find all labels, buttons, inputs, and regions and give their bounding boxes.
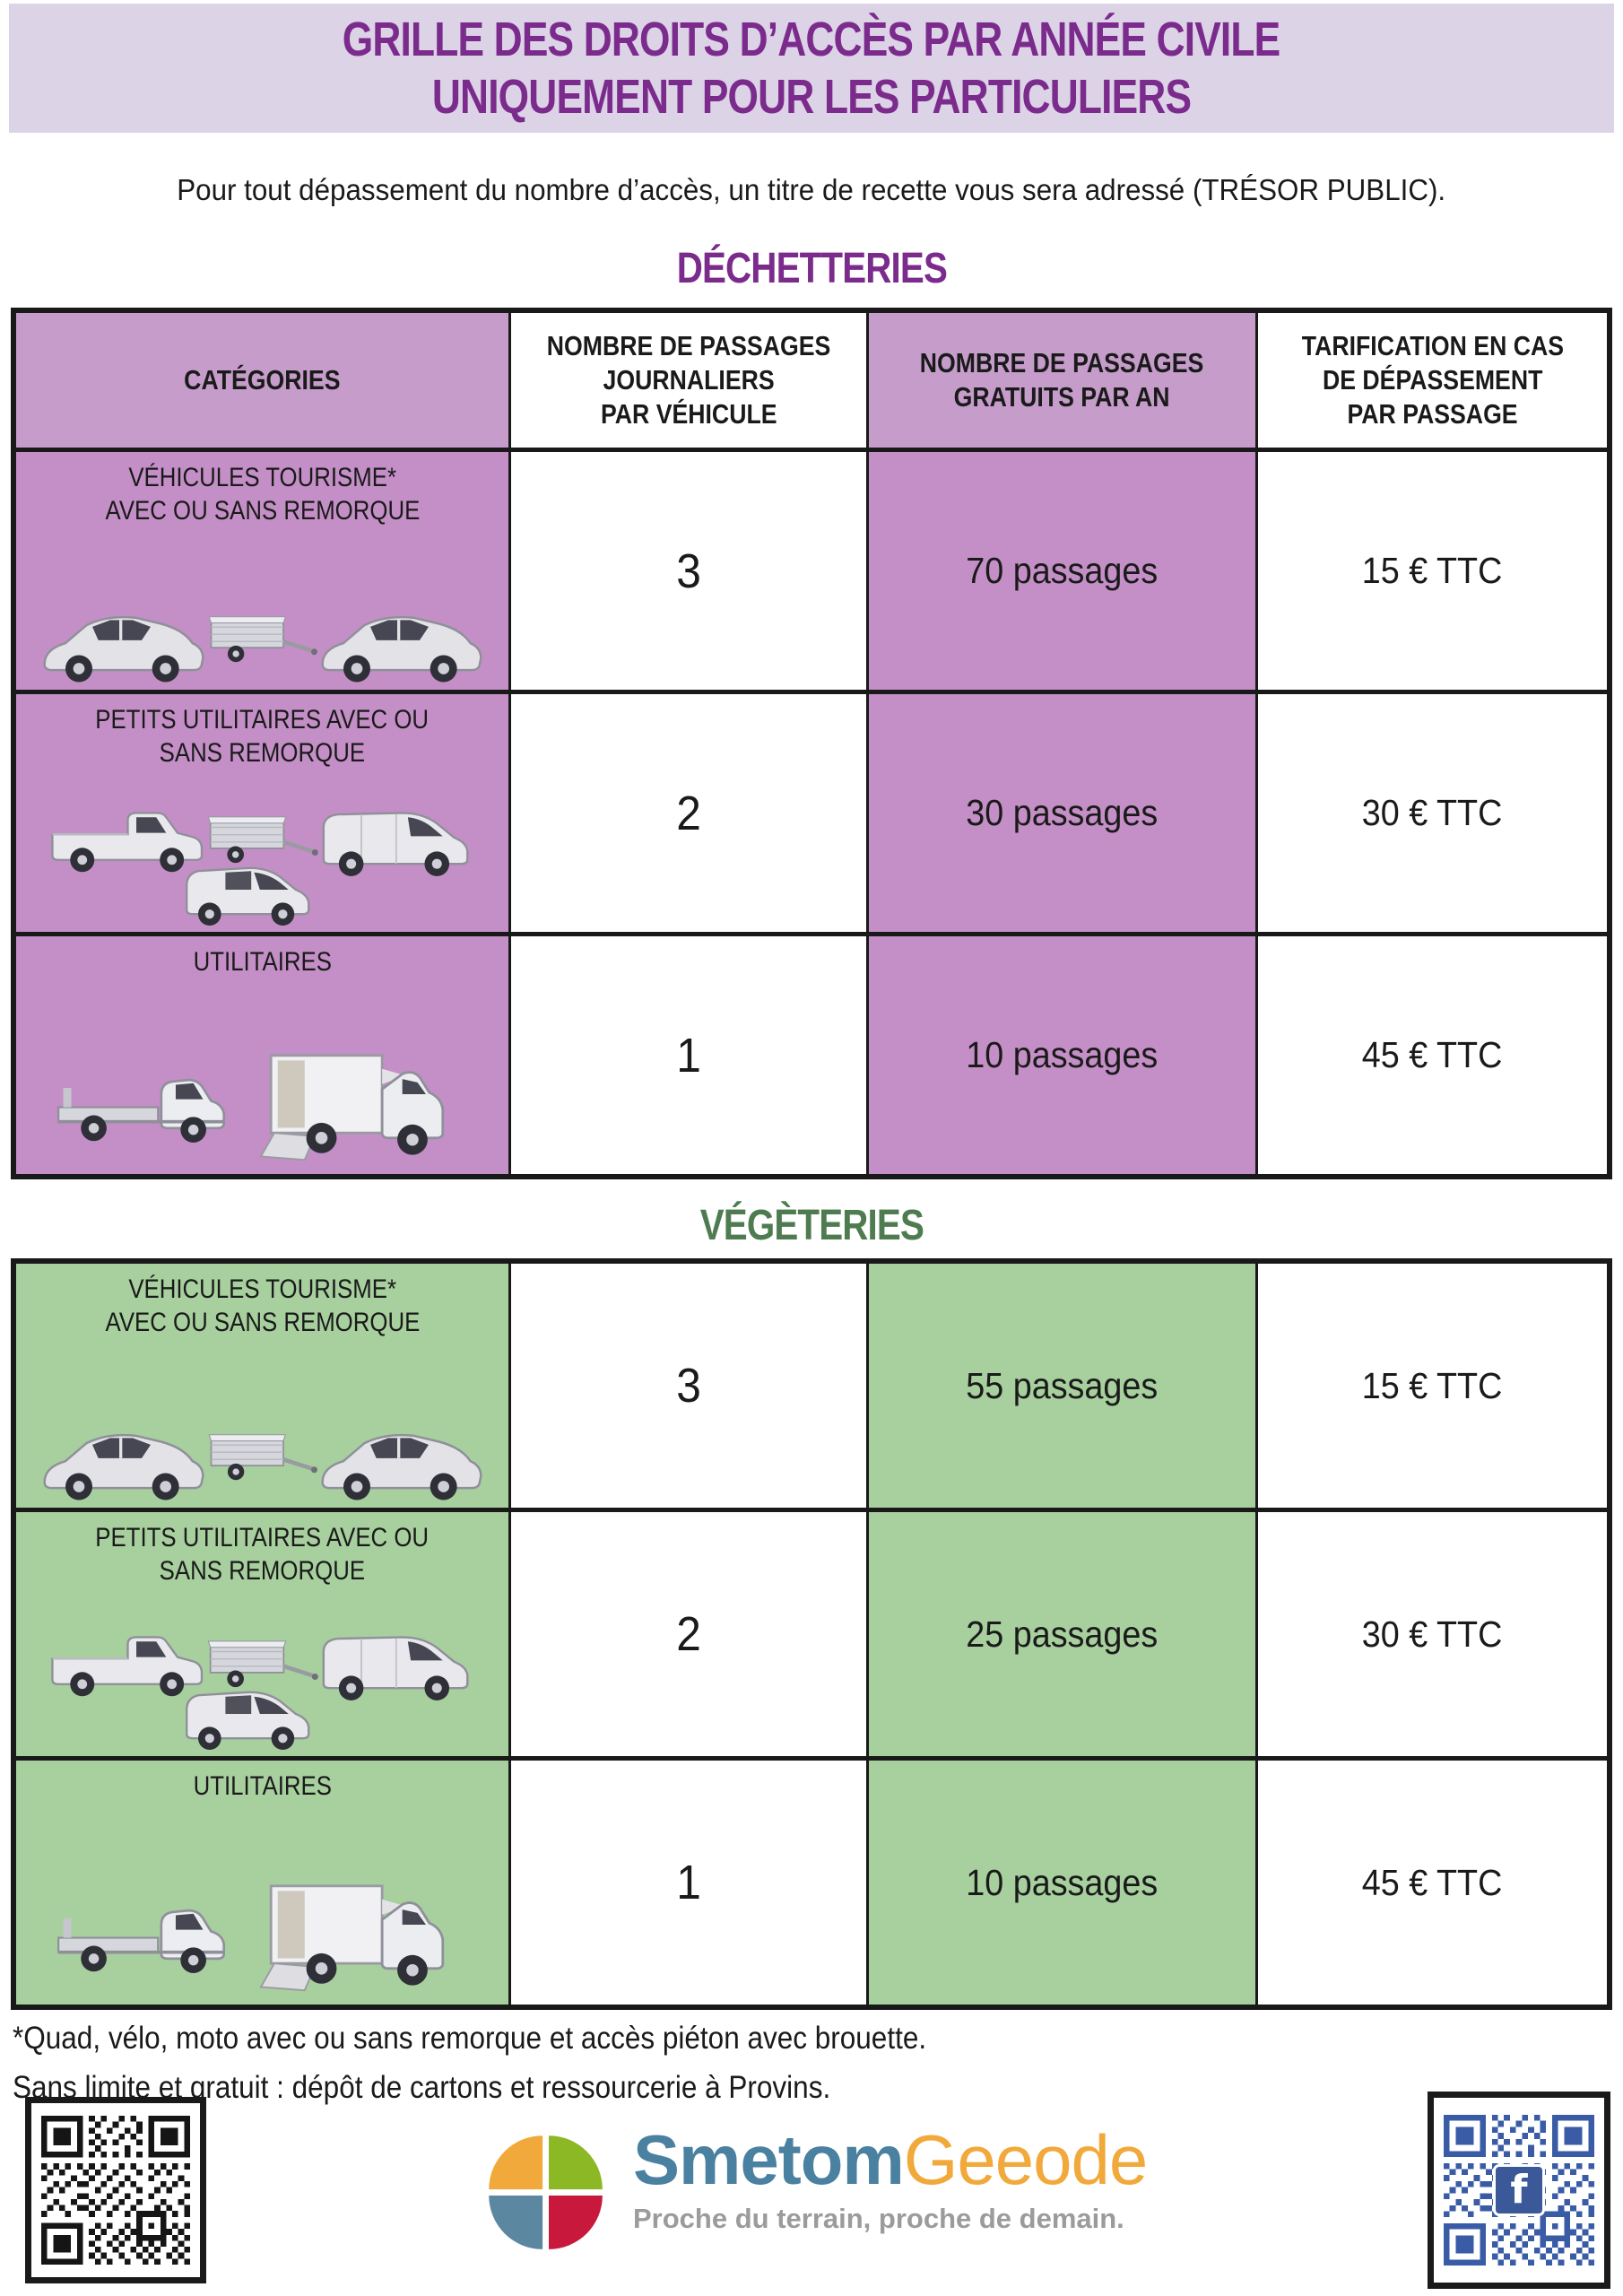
car-icon xyxy=(34,603,213,690)
price-value: 15 € TTC xyxy=(1255,448,1611,694)
free-passages-value: 10 passages xyxy=(865,1756,1259,2010)
qr-code-left xyxy=(25,2097,206,2283)
daily-passages-value: 3 xyxy=(508,448,869,694)
table-row: PETITS UTILITAIRES AVEC OU SANS REMORQUE xyxy=(12,1508,1611,1761)
header-free-passages: NOMBRE DE PASSAGES GRATUITS PAR AN xyxy=(865,308,1259,452)
header-tarification: TARIFICATION EN CAS DE DÉPASSEMENT PAR P… xyxy=(1255,308,1611,452)
title-banner: GRILLE DES DROITS D’ACCÈS PAR ANNÉE CIVI… xyxy=(9,4,1614,133)
car-icon xyxy=(312,603,491,690)
brand-primary: Smetom xyxy=(633,2120,905,2199)
small-van-icon xyxy=(179,849,323,930)
van-icon xyxy=(315,796,481,880)
car-icon xyxy=(312,1421,491,1508)
table-row: VÉHICULES TOURISME* AVEC OU SANS REMORQU… xyxy=(12,1258,1611,1512)
category-cell-tourisme: VÉHICULES TOURISME* AVEC OU SANS REMORQU… xyxy=(12,448,512,694)
category-cell-petits-utilitaires: PETITS UTILITAIRES AVEC OU SANS REMORQUE xyxy=(12,1508,512,1761)
brand-name: SmetomGeeode xyxy=(633,2120,1149,2199)
footnotes: *Quad, vélo, moto avec ou sans remorque … xyxy=(13,2013,1623,2112)
daily-passages-value: 3 xyxy=(508,1258,869,1512)
qr-code-right: f xyxy=(1428,2092,1610,2289)
van-icon xyxy=(315,1620,481,1704)
box-truck-icon xyxy=(254,1039,473,1163)
free-passages-value: 55 passages xyxy=(865,1258,1259,1512)
table-row: UTILITAIRES 1 10 passages 45 € TTC xyxy=(12,932,1611,1179)
free-passages-value: 25 passages xyxy=(865,1508,1259,1761)
table-row: VÉHICULES TOURISME* AVEC OU SANS REMORQU… xyxy=(12,448,1611,694)
footnote-line-1: *Quad, vélo, moto avec ou sans remorque … xyxy=(13,2021,927,2056)
trailer-icon xyxy=(201,606,325,666)
small-van-icon xyxy=(179,1674,323,1754)
footer: SmetomGeeode Proche du terrain, proche d… xyxy=(0,2086,1623,2296)
smetom-geeode-logo: SmetomGeeode Proche du terrain, proche d… xyxy=(481,2120,1149,2264)
dechetteries-title: DÉCHETTERIES xyxy=(676,245,947,292)
daily-passages-value: 2 xyxy=(508,690,869,936)
daily-passages-value: 2 xyxy=(508,1508,869,1761)
table-header-row: CATÉGORIES NOMBRE DE PASSAGES JOURNALIER… xyxy=(12,308,1611,452)
facebook-icon: f xyxy=(1493,2164,1545,2216)
pinwheel-logo-icon xyxy=(489,2135,603,2249)
vegeteries-title: VÉGÈTERIES xyxy=(699,1202,924,1249)
flatbed-truck-icon xyxy=(52,1057,245,1151)
price-value: 45 € TTC xyxy=(1255,1756,1611,2010)
trailer-icon xyxy=(201,1424,325,1484)
price-value: 15 € TTC xyxy=(1255,1258,1611,1512)
category-cell-utilitaires: UTILITAIRES xyxy=(12,932,512,1179)
flatbed-truck-icon xyxy=(52,1888,245,1981)
table-row: UTILITAIRES 1 10 passages 45 € TTC xyxy=(12,1756,1611,2010)
box-truck-icon xyxy=(254,1869,473,1994)
qr-pattern-icon xyxy=(41,2113,190,2267)
table-row: PETITS UTILITAIRES AVEC OU SANS REMORQUE xyxy=(12,690,1611,936)
free-passages-value: 10 passages xyxy=(865,932,1259,1179)
free-passages-value: 30 passages xyxy=(865,690,1259,936)
vegeteries-table: VÉHICULES TOURISME* AVEC OU SANS REMORQU… xyxy=(11,1258,1612,2010)
brand-secondary: Geeode xyxy=(903,2120,1149,2199)
category-cell-petits-utilitaires: PETITS UTILITAIRES AVEC OU SANS REMORQUE xyxy=(12,690,512,936)
header-daily-passages: NOMBRE DE PASSAGES JOURNALIERS PAR VÉHIC… xyxy=(508,308,869,452)
price-value: 30 € TTC xyxy=(1255,690,1611,936)
car-icon xyxy=(34,1421,213,1508)
price-value: 45 € TTC xyxy=(1255,932,1611,1179)
price-value: 30 € TTC xyxy=(1255,1508,1611,1761)
banner-line-1: GRILLE DES DROITS D’ACCÈS PAR ANNÉE CIVI… xyxy=(343,13,1280,66)
header-categories: CATÉGORIES xyxy=(12,308,512,452)
brand-tagline: Proche du terrain, proche de demain. xyxy=(633,2203,1124,2234)
category-cell-tourisme: VÉHICULES TOURISME* AVEC OU SANS REMORQU… xyxy=(12,1258,512,1512)
dechetteries-table: CATÉGORIES NOMBRE DE PASSAGES JOURNALIER… xyxy=(11,308,1612,1179)
daily-passages-value: 1 xyxy=(508,1756,869,2010)
free-passages-value: 70 passages xyxy=(865,448,1259,694)
category-cell-utilitaires: UTILITAIRES xyxy=(12,1756,512,2010)
banner-line-2: UNIQUEMENT POUR LES PARTICULIERS xyxy=(431,70,1192,124)
intro-text: Pour tout dépassement du nombre d’accès,… xyxy=(177,173,1446,206)
daily-passages-value: 1 xyxy=(508,932,869,1179)
